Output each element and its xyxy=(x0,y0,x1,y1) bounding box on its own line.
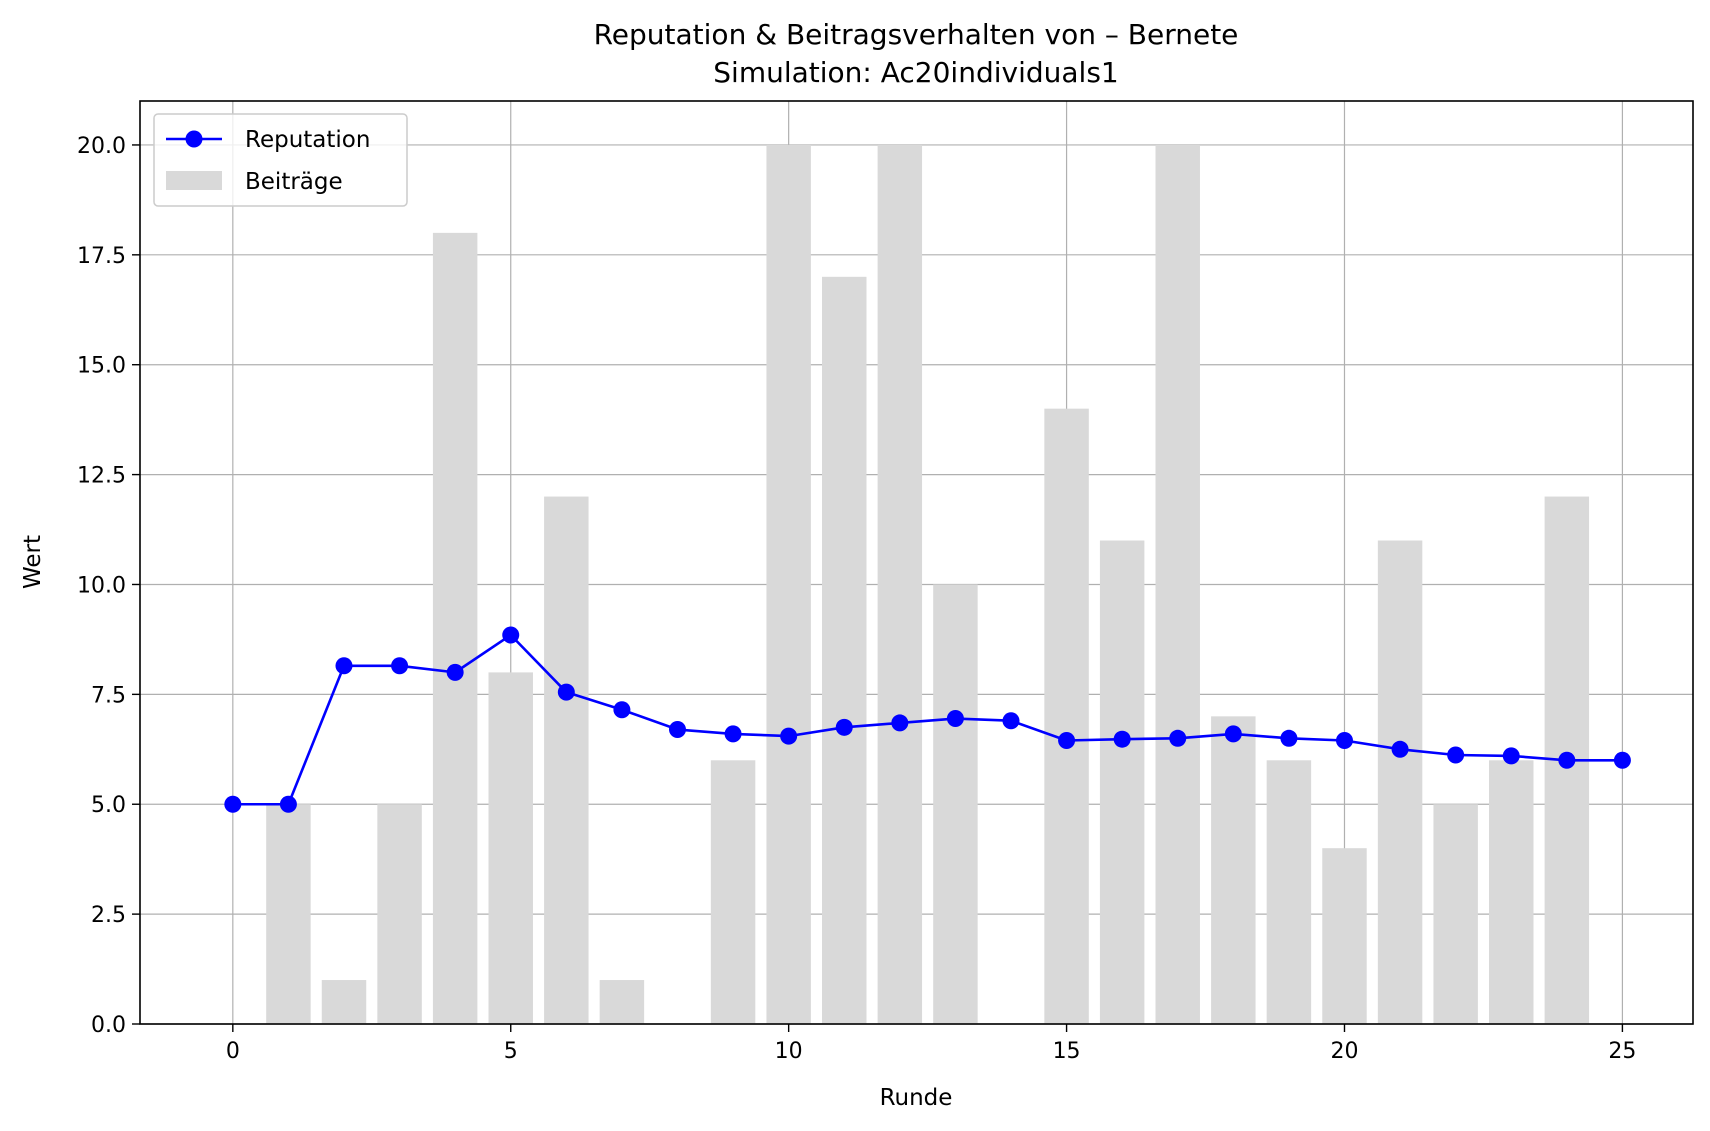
bar-beitraege xyxy=(488,672,533,1024)
reputation-point xyxy=(1169,729,1187,747)
bar-beitraege xyxy=(1266,760,1312,1024)
reputation-point xyxy=(1335,732,1353,750)
y-tick-label: 10.0 xyxy=(77,573,126,598)
reputation-point xyxy=(946,710,964,728)
bar-beitraege xyxy=(933,584,978,1024)
reputation-point xyxy=(891,714,909,732)
bar-beitraege xyxy=(1377,540,1423,1024)
reputation-point xyxy=(446,663,464,681)
bar-beitraege xyxy=(599,980,645,1024)
y-axis-label: Wert xyxy=(20,535,46,589)
chart-subtitle: Simulation: Ac20individuals1 xyxy=(713,56,1118,89)
reputation-point xyxy=(1391,740,1409,758)
reputation-point xyxy=(780,727,798,745)
reputation-point xyxy=(1502,747,1520,765)
bar-beitraege xyxy=(1155,144,1200,1024)
bar-beitraege xyxy=(1099,540,1145,1024)
axis-ticks: 0 5 10 15 20 25 0.0 2.5 5.0 7.5 10.0 12.5 15.0 17.5 20… xyxy=(77,134,1636,1064)
bar-beitraege xyxy=(321,980,367,1024)
x-tick-label: 10 xyxy=(775,1039,803,1064)
reputation-point xyxy=(1224,725,1242,743)
x-tick-label: 0 xyxy=(226,1039,240,1064)
line-series xyxy=(224,626,1631,813)
y-tick-label: 20.0 xyxy=(77,134,126,159)
bar-beitraege xyxy=(766,144,811,1024)
y-tick-label: 15.0 xyxy=(77,354,126,379)
reputation-point xyxy=(613,701,631,719)
x-tick-label: 15 xyxy=(1053,1039,1081,1064)
y-tick-label: 2.5 xyxy=(91,903,126,928)
y-tick-label: 5.0 xyxy=(91,793,126,818)
bar-beitraege xyxy=(822,276,867,1024)
reputation-point xyxy=(224,795,242,813)
reputation-point xyxy=(335,657,353,675)
bar-beitraege xyxy=(1044,408,1089,1025)
reputation-point xyxy=(1113,730,1131,748)
legend-label-beitraege: Beiträge xyxy=(245,169,343,195)
reputation-point xyxy=(502,626,520,644)
reputation-point xyxy=(557,683,575,701)
legend: Reputation Beiträge xyxy=(153,113,408,207)
chart-title: Reputation & Beitragsverhalten von – Ber… xyxy=(594,18,1239,51)
reputation-point xyxy=(1558,751,1576,769)
bar-beitraege xyxy=(1322,848,1367,1024)
bar-beitraege xyxy=(377,804,422,1024)
y-tick-label: 0.0 xyxy=(91,1013,126,1038)
bar-beitraege xyxy=(544,496,589,1025)
x-tick-label: 20 xyxy=(1330,1039,1358,1064)
reputation-point xyxy=(1613,751,1631,769)
bar-beitraege xyxy=(1489,760,1534,1024)
legend-circle-marker xyxy=(185,130,203,148)
bar-beitraege xyxy=(710,760,756,1024)
bar-beitraege xyxy=(432,232,478,1024)
reputation-point xyxy=(1058,732,1076,750)
legend-label-reputation: Reputation xyxy=(245,127,370,153)
y-tick-label: 7.5 xyxy=(91,683,126,708)
y-tick-label: 17.5 xyxy=(77,244,126,269)
x-tick-label: 5 xyxy=(504,1039,518,1064)
bar-beitraege xyxy=(266,804,311,1024)
y-tick-label: 12.5 xyxy=(77,464,126,489)
reputation-point xyxy=(279,795,297,813)
reputation-line xyxy=(232,633,1623,806)
bar-beitraege xyxy=(1211,716,1256,1024)
reputation-point xyxy=(1280,729,1298,747)
reputation-point xyxy=(668,721,686,739)
plot-frame xyxy=(139,100,1694,1025)
reputation-point xyxy=(1447,746,1465,764)
legend-bar-swatch xyxy=(166,171,222,190)
reputation-point xyxy=(724,725,742,743)
x-axis-label: Runde xyxy=(880,1085,953,1111)
reputation-point xyxy=(1002,712,1020,730)
reputation-point xyxy=(391,657,409,675)
bar-beitraege xyxy=(877,144,923,1024)
x-tick-label: 25 xyxy=(1608,1039,1636,1064)
reputation-point xyxy=(835,718,853,736)
bar-beitraege xyxy=(1433,804,1478,1024)
